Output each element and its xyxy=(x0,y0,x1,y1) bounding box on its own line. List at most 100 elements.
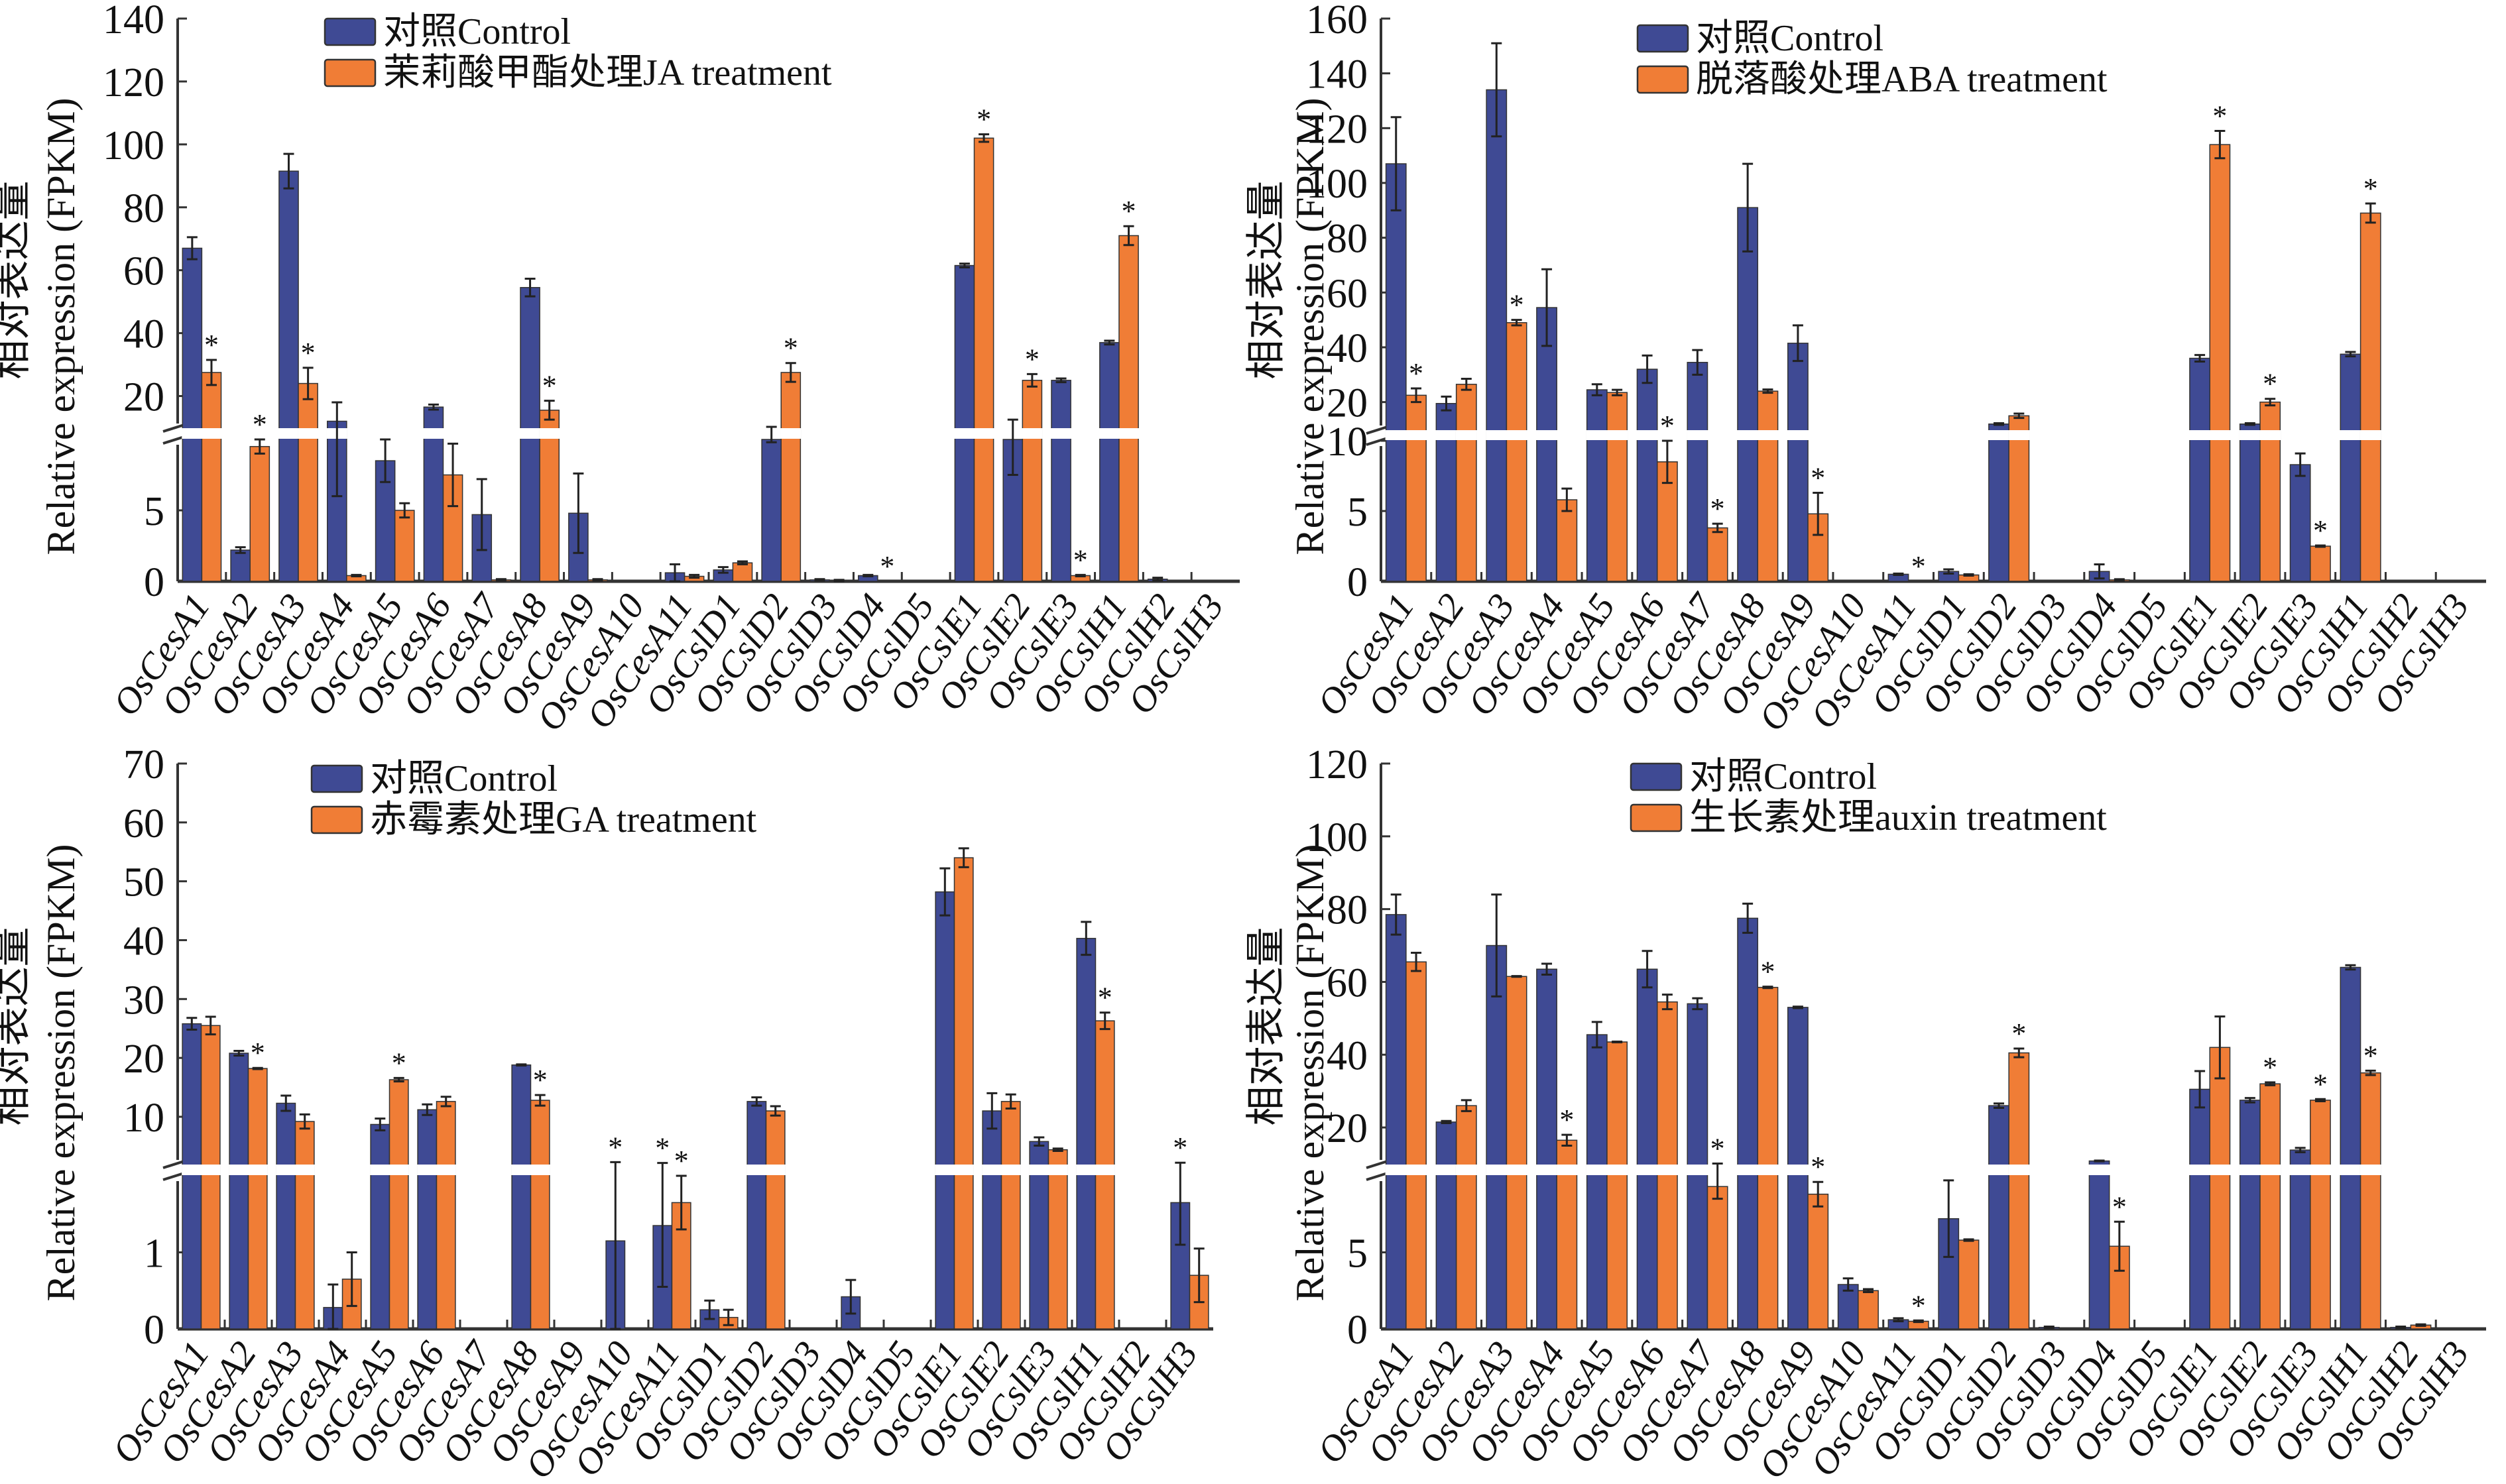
bar-control xyxy=(1435,402,1457,582)
bar-break-gap xyxy=(1118,428,1140,439)
bar-break-gap xyxy=(1787,1165,1809,1175)
legend-label-control: 对照Control xyxy=(1689,756,1877,797)
bar-treatment xyxy=(2359,1072,2381,1330)
bar-break-gap xyxy=(2188,430,2211,440)
bar-break-gap xyxy=(294,1165,315,1175)
bar-treatment xyxy=(973,137,994,582)
bar-break-gap xyxy=(1988,1165,2010,1175)
y-tick-label: 5 xyxy=(144,489,164,534)
legend-swatch-treatment xyxy=(1630,803,1683,832)
bar-control xyxy=(954,264,975,582)
bar-break-gap xyxy=(1736,1165,1759,1175)
bar-treatment xyxy=(1506,322,1527,582)
bar-break-gap xyxy=(229,1165,249,1175)
bar-treatment xyxy=(530,1100,550,1330)
y-tick-label: 0 xyxy=(144,560,164,605)
y-tick-label: 0 xyxy=(1347,560,1368,605)
legend-label-treatment: 生长素处理auxin treatment xyxy=(1689,797,2107,838)
significance-star: * xyxy=(533,1064,548,1096)
bar-control xyxy=(511,1064,532,1330)
bar-treatment xyxy=(780,372,802,582)
significance-star: * xyxy=(1122,195,1136,227)
y-tick-label: 120 xyxy=(103,60,164,105)
bar-treatment xyxy=(294,1121,315,1330)
chart-panel-ga: 0 1 10 20 30 40 50 60 70 Relative expression (FPK… xyxy=(0,742,1253,1484)
y-tick-label: 120 xyxy=(1306,107,1368,152)
legend-label-control: 对照Control xyxy=(383,11,571,52)
bar-break-gap xyxy=(1455,1165,1477,1175)
y-tick-label: 120 xyxy=(1306,742,1368,787)
bar-control xyxy=(230,549,251,582)
bar-break-gap xyxy=(1606,1165,1628,1175)
bar-control xyxy=(1687,361,1708,582)
bar-control xyxy=(1787,343,1809,582)
bar-break-gap xyxy=(370,1165,390,1175)
legend-swatch-control xyxy=(324,17,377,46)
bar-break-gap xyxy=(2289,1165,2311,1175)
bar-treatment xyxy=(2008,1052,2030,1330)
bar-break-gap xyxy=(1022,428,1043,439)
y-tick-label: 80 xyxy=(1327,888,1368,933)
y-tick-label: 0 xyxy=(144,1308,164,1353)
bar-break-gap xyxy=(2359,430,2381,440)
bar-break-gap xyxy=(182,1165,202,1175)
significance-star: * xyxy=(251,1037,265,1069)
chart-panel-auxin: 0 5 20 40 60 80 100 120 Relative expression (FPK… xyxy=(1244,742,2506,1484)
bar-treatment xyxy=(249,445,270,582)
bar-treatment xyxy=(1757,986,1779,1330)
bar-break-gap xyxy=(278,428,300,439)
chart-svg-auxin: 0 5 20 40 60 80 100 120 Relative expression (FPK… xyxy=(1244,742,2486,1484)
significance-star: * xyxy=(253,408,267,441)
y-tick-label: 40 xyxy=(123,312,164,357)
y-axis-title-cn: 相对表达量 xyxy=(0,927,34,1126)
bar-break-gap xyxy=(1405,1165,1427,1175)
bar-control xyxy=(1076,938,1097,1330)
bar-break-gap xyxy=(1606,430,1628,440)
bar-control xyxy=(1636,369,1658,582)
bar-break-gap xyxy=(530,1165,550,1175)
y-axis-title-en: Relative expression (FPKM) xyxy=(39,98,83,555)
bar-treatment xyxy=(1807,1193,1829,1330)
bar-treatment xyxy=(2209,144,2231,582)
bar-control xyxy=(2239,423,2261,582)
bar-treatment xyxy=(201,372,222,582)
bar-control xyxy=(2189,357,2211,582)
bar-break-gap xyxy=(1506,1165,1527,1175)
bar-break-gap xyxy=(1757,1165,1779,1175)
bar-break-gap xyxy=(1435,430,1457,440)
bar-treatment xyxy=(1606,1041,1628,1330)
bar-control xyxy=(982,1110,1002,1330)
y-tick-label: 0 xyxy=(1347,1308,1368,1353)
bar-break-gap xyxy=(1455,430,1477,440)
bar-control xyxy=(1988,423,2009,582)
legend-label-control: 对照Control xyxy=(1696,18,1883,59)
bar-break-gap xyxy=(1076,1165,1097,1175)
bar-treatment xyxy=(1047,1149,1068,1330)
y-tick-label: 50 xyxy=(123,860,164,905)
y-tick-label: 100 xyxy=(1306,815,1368,860)
bar-treatment xyxy=(247,1068,268,1330)
bar-control xyxy=(1737,917,1759,1330)
significance-star: * xyxy=(655,1132,670,1165)
bar-break-gap xyxy=(953,1165,974,1175)
bar-break-gap xyxy=(954,428,975,439)
bar-control xyxy=(2289,1149,2311,1330)
bar-control xyxy=(2189,1088,2211,1330)
bar-break-gap xyxy=(973,428,994,439)
bar-control xyxy=(1051,380,1071,582)
legend-label-treatment: 脱落酸处理ABA treatment xyxy=(1696,59,2108,100)
bar-break-gap xyxy=(1029,1165,1049,1175)
y-axis-title-cn: 相对表达量 xyxy=(0,181,34,380)
significance-star: * xyxy=(1911,550,1926,583)
bar-break-gap xyxy=(1988,430,2010,440)
bar-treatment xyxy=(1405,961,1427,1330)
bar-treatment xyxy=(2310,545,2331,582)
significance-star: * xyxy=(2212,99,2227,132)
bar-control xyxy=(1486,89,1508,582)
bar-break-gap xyxy=(520,428,541,439)
bar-treatment xyxy=(1118,235,1139,582)
legend-swatch-control xyxy=(1630,762,1683,791)
bar-control xyxy=(417,1109,438,1330)
y-tick-label: 70 xyxy=(123,742,164,787)
significance-star: * xyxy=(204,329,219,361)
